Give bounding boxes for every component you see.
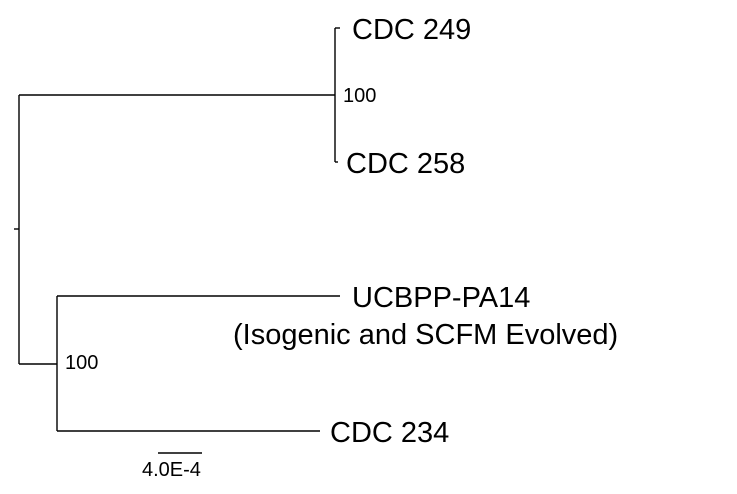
leaf-label-pa14: UCBPP-PA14 bbox=[352, 282, 530, 314]
bootstrap-upper-clade: 100 bbox=[343, 85, 376, 107]
leaf-label-cdc258: CDC 258 bbox=[346, 148, 465, 180]
bootstrap-lower-clade: 100 bbox=[65, 352, 98, 374]
leaf-label-cdc234: CDC 234 bbox=[330, 417, 449, 449]
leaf-label-pa14-subtitle: (Isogenic and SCFM Evolved) bbox=[233, 319, 618, 351]
leaf-label-cdc249: CDC 249 bbox=[352, 14, 471, 46]
scale-bar-label: 4.0E-4 bbox=[142, 459, 201, 481]
